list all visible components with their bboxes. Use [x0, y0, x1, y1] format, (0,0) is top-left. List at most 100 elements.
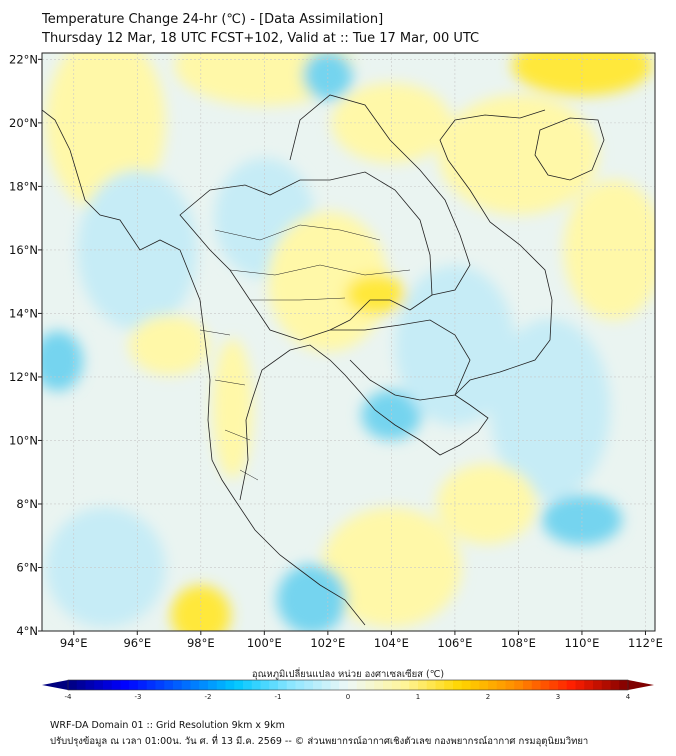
- latitude-tick-label: 8°N: [16, 497, 38, 511]
- colorbar-tick-label: -1: [275, 693, 282, 701]
- colorbar-segment: [234, 680, 244, 690]
- longitude-tick-label: 104°E: [374, 636, 409, 650]
- colorbar-segment: [409, 680, 419, 690]
- longitude-tick-label: 98°E: [187, 636, 215, 650]
- colorbar-gradient: [42, 679, 654, 691]
- colorbar-segment: [208, 680, 218, 690]
- colorbar-tick-label: 1: [416, 693, 420, 701]
- colorbar-segment: [164, 680, 174, 690]
- colorbar-segment: [531, 680, 541, 690]
- temperature-change-map: 94°E 96°E 98°E 100°E 102°E 104°E 106°E 108°E 110…: [9, 52, 663, 701]
- colorbar-segment: [330, 680, 340, 690]
- colorbar-caption: อุณหภูมิเปลี่ยนแปลง หน่วย องศาเซลเซียส (…: [252, 667, 444, 680]
- colorbar-segment: [426, 680, 436, 690]
- laos-border: [289, 94, 471, 296]
- colorbar-segment: [216, 680, 226, 690]
- field-patch: [541, 494, 622, 545]
- colorbar-segment: [453, 680, 463, 690]
- field-patch: [129, 315, 210, 376]
- colorbar-segment: [575, 680, 585, 690]
- longitude-tick-label: 112°E: [628, 636, 663, 650]
- coastline-gulf: [239, 344, 489, 501]
- longitude-tick-label: 110°E: [564, 636, 599, 650]
- colorbar-segment: [304, 680, 314, 690]
- colorbar-max-arrow: [628, 680, 654, 690]
- colorbar-segment: [610, 680, 620, 690]
- colorbar-segment: [181, 680, 191, 690]
- colorbar-segment: [566, 680, 576, 690]
- colorbar-segment: [523, 680, 533, 690]
- colorbar-segment: [155, 680, 165, 690]
- hainan-island: [534, 117, 605, 181]
- longitude-tick-label: 102°E: [310, 636, 345, 650]
- colorbar-tick-label: 2: [486, 693, 490, 701]
- field-patch: [45, 507, 166, 628]
- colorbar-segment: [103, 680, 113, 690]
- colorbar-segment: [286, 680, 296, 690]
- colorbar-segment: [444, 680, 454, 690]
- colorbar-segment: [348, 680, 358, 690]
- field-patch: [42, 331, 83, 392]
- colorbar-segment: [269, 680, 279, 690]
- colorbar-tick-label: -4: [65, 693, 73, 701]
- colorbar-segment: [313, 680, 323, 690]
- map-title: Temperature Change 24-hr (℃) - [Data Ass…: [42, 12, 384, 27]
- latitude-tick-label: 10°N: [9, 433, 38, 447]
- colorbar-tick-label: -2: [205, 693, 212, 701]
- colorbar-segment: [505, 680, 515, 690]
- colorbar-segment: [260, 680, 270, 690]
- field-patch: [212, 338, 253, 479]
- colorbar-segment: [138, 680, 148, 690]
- latitude-tick-label: 16°N: [9, 243, 38, 257]
- colorbar-segment: [146, 680, 156, 690]
- thailand-border: [179, 171, 433, 341]
- latitude-tick-label: 12°N: [9, 370, 38, 384]
- map-frame: [41, 52, 656, 632]
- field-patch: [276, 564, 347, 631]
- latitude-tick-label: 18°N: [9, 179, 38, 193]
- colorbar-segment: [120, 680, 130, 690]
- colorbar-tick-label: 4: [626, 693, 631, 701]
- colorbar-segment: [479, 680, 489, 690]
- colorbar-tick-label: -3: [135, 693, 142, 701]
- colorbar-segment: [601, 680, 611, 690]
- colorbar-ticks: -4 -3 -2 -1 0 1 2 3 4: [65, 693, 631, 701]
- field-patch: [170, 585, 231, 631]
- colorbar-segment: [383, 680, 393, 690]
- longitude-tick-label: 96°E: [123, 636, 151, 650]
- colorbar-segment: [190, 680, 200, 690]
- colorbar-segment: [243, 680, 253, 690]
- coastline-west: [42, 109, 366, 626]
- footer-model-info: WRF-DA Domain 01 :: Grid Resolution 9km …: [50, 720, 285, 731]
- coastline-vietnam: [439, 109, 553, 396]
- colorbar-segment: [584, 680, 594, 690]
- latitude-labels: 4°N 6°N 8°N 10°N 12°N 14°N 16°N 18°N 20°N 22°N: [9, 52, 42, 638]
- colorbar-segment: [321, 680, 331, 690]
- field-patch: [563, 179, 655, 320]
- colorbar-segment: [488, 680, 498, 690]
- colorbar-segment: [365, 680, 375, 690]
- colorbar-segment: [129, 680, 139, 690]
- longitude-tick-label: 106°E: [437, 636, 472, 650]
- colorbar-segment: [111, 680, 121, 690]
- colorbar-segment: [558, 680, 568, 690]
- colorbar-segment: [199, 680, 209, 690]
- longitude-tick-label: 108°E: [501, 636, 536, 650]
- colorbar-segment: [549, 680, 559, 690]
- colorbar-segment: [496, 680, 506, 690]
- colorbar-segment: [68, 680, 78, 690]
- map-gridlines: [42, 53, 655, 631]
- colorbar-tick-label: 3: [556, 693, 560, 701]
- colorbar: อุณหภูมิเปลี่ยนแปลง หน่วย องศาเซลเซียส (…: [42, 667, 654, 701]
- colorbar-segment: [173, 680, 183, 690]
- colorbar-tick-label: 0: [346, 693, 350, 701]
- longitude-labels: 94°E 96°E 98°E 100°E 102°E 104°E 106°E 108°E 110…: [60, 631, 663, 650]
- colorbar-segment: [400, 680, 410, 690]
- temperature-field: [42, 53, 655, 631]
- colorbar-segment: [461, 680, 471, 690]
- colorbar-segment: [356, 680, 366, 690]
- colorbar-segment: [540, 680, 550, 690]
- colorbar-segment: [339, 680, 349, 690]
- colorbar-min-arrow: [42, 680, 68, 690]
- colorbar-segment: [470, 680, 480, 690]
